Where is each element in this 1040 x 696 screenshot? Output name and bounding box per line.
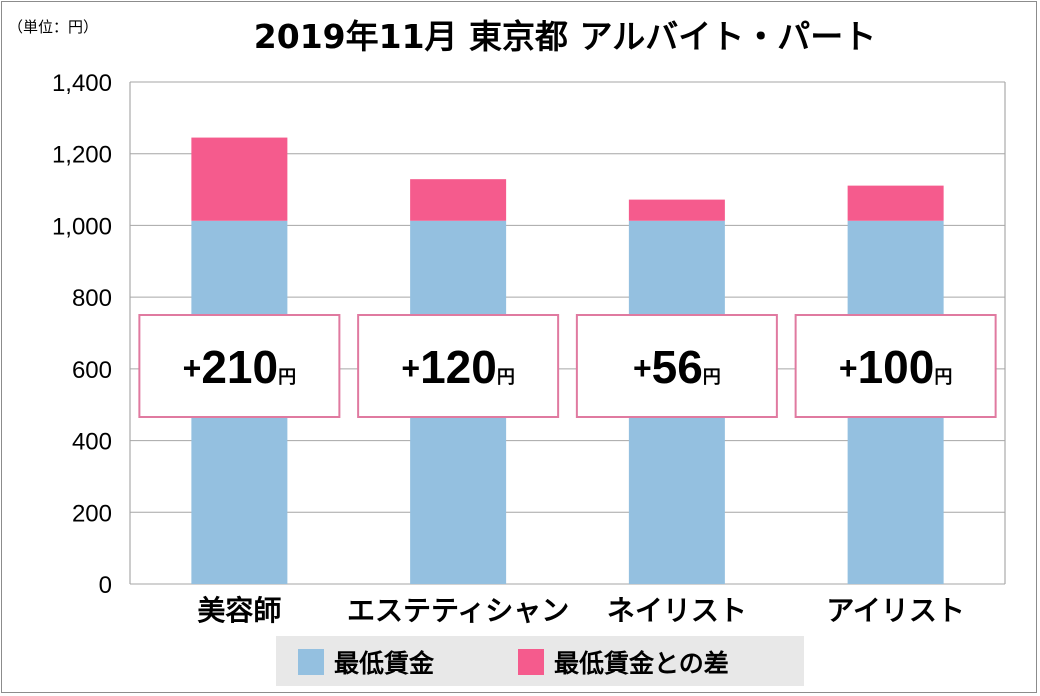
- difference-label-box: [138, 314, 341, 418]
- x-tick-label: ネイリスト: [607, 594, 747, 627]
- difference-label: +100円: [839, 341, 952, 393]
- y-tick-label: 0: [99, 572, 112, 599]
- y-tick-label: 800: [72, 285, 112, 312]
- x-tick-label: アイリスト: [826, 594, 965, 627]
- difference-label-box: [357, 314, 560, 418]
- bar-difference: [191, 137, 288, 221]
- y-tick-label: 1,000: [52, 213, 112, 240]
- x-tick-label: エステティシャン: [347, 594, 569, 627]
- y-tick-label: 600: [72, 357, 112, 384]
- y-tick-label: 400: [72, 429, 112, 456]
- bar-difference: [628, 199, 725, 221]
- y-tick-label: 200: [72, 500, 112, 527]
- legend-swatch: [298, 649, 324, 675]
- difference-label-box: [794, 314, 997, 418]
- legend-label: 最低賃金: [334, 649, 435, 678]
- difference-label: +56円: [633, 341, 721, 393]
- bar-difference: [410, 179, 507, 221]
- x-tick-label: 美容師: [197, 594, 281, 627]
- y-tick-label: 1,200: [52, 142, 112, 169]
- difference-label: +210円: [183, 341, 296, 393]
- y-tick-label: 1,400: [52, 70, 112, 97]
- bar-difference: [847, 185, 944, 221]
- legend-label: 最低賃金との差: [554, 649, 729, 678]
- legend-swatch: [518, 649, 544, 675]
- difference-label-box: [575, 314, 778, 418]
- chart-title: 2019年11月 東京都 アルバイト・パート: [254, 17, 876, 56]
- difference-label: +120円: [401, 341, 514, 393]
- unit-label: （単位：円）: [8, 18, 98, 36]
